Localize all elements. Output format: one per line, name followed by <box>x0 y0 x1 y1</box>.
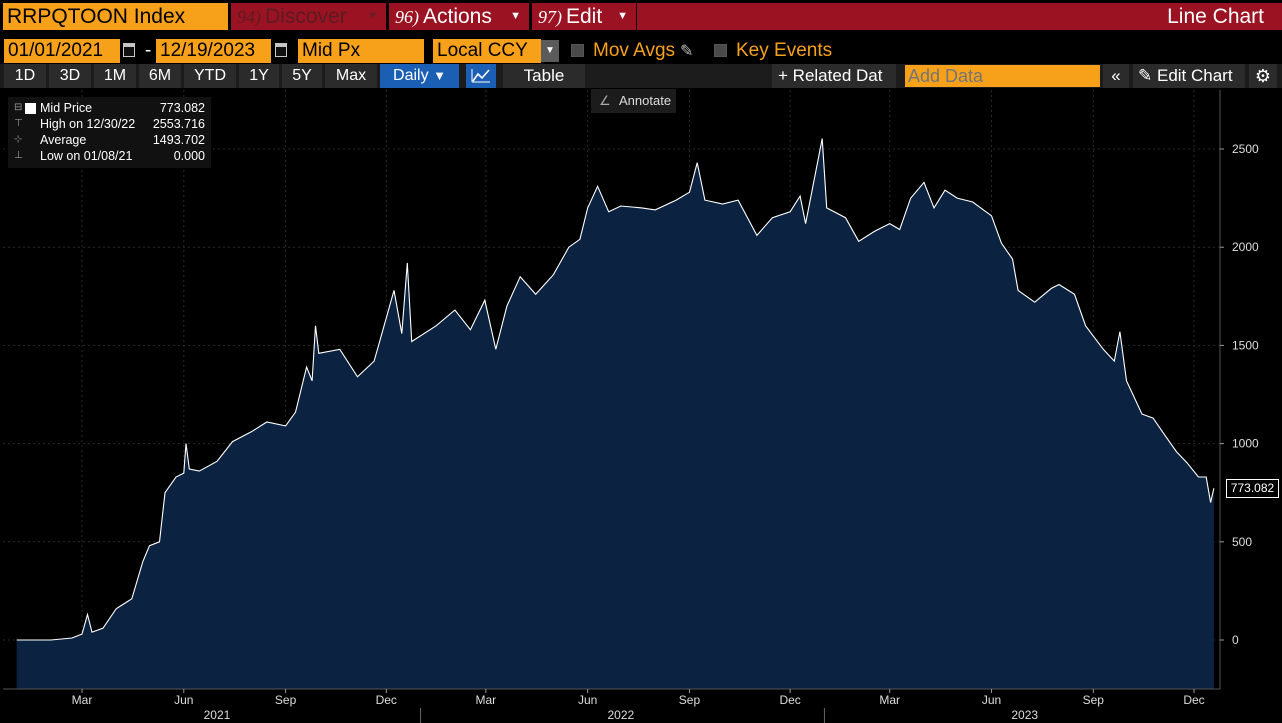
x-tick-label: Dec <box>1183 693 1204 707</box>
year-label: 2023 <box>1011 708 1038 722</box>
period-ytd[interactable]: YTD <box>184 64 236 88</box>
period-6m[interactable]: 6M <box>139 64 181 88</box>
edit-chart-label: Edit Chart <box>1156 66 1233 85</box>
legend-average-value: 1493.702 <box>152 133 205 147</box>
period-1y[interactable]: 1Y <box>239 64 279 88</box>
legend-series-label: Mid Price <box>40 101 93 115</box>
edit-menu[interactable]: 97) Edit ▼ <box>532 3 636 30</box>
high-marker-icon: ⊤ <box>14 118 23 129</box>
legend-row-average: ⊹ Average 1493.702 <box>8 132 211 148</box>
calendar-icon[interactable] <box>274 41 288 59</box>
y-tick-label: 2500 <box>1232 142 1259 156</box>
related-data-button[interactable]: + Related Dat <box>772 64 896 88</box>
add-data-input[interactable] <box>905 65 1100 87</box>
period-3d[interactable]: 3D <box>49 64 91 88</box>
chevron-down-icon: ▼ <box>367 10 378 22</box>
legend-average-label: Average <box>40 133 87 147</box>
year-label: 2022 <box>607 708 634 722</box>
start-date-field[interactable]: 01/01/2021 <box>4 39 120 63</box>
series-color-swatch <box>25 103 36 114</box>
chevron-down-icon: ▼ <box>617 10 628 22</box>
y-tick-label: 500 <box>1232 535 1252 549</box>
line-chart-icon[interactable] <box>466 64 496 88</box>
x-tick-label: Dec <box>376 693 397 707</box>
related-data-label: Related Dat <box>792 66 883 85</box>
x-tick-label: Mar <box>476 693 497 707</box>
legend-row-high: ⊤ High on 12/30/22 2553.716 <box>8 116 211 132</box>
currency-dropdown-icon[interactable]: ▼ <box>541 40 559 62</box>
legend-high-label: High on 12/30/22 <box>40 117 136 131</box>
annotate-button[interactable]: ∠ Annotate <box>591 89 676 113</box>
tree-collapse-icon[interactable]: ⊟ <box>14 102 23 113</box>
chart-type-title: Line Chart <box>637 3 1282 30</box>
end-date-field[interactable]: 12/19/2023 <box>156 39 271 63</box>
discover-menu-label: Discover <box>265 5 347 28</box>
x-tick-label: Sep <box>1083 693 1105 707</box>
legend-high-value: 2553.716 <box>152 117 205 131</box>
frequency-dropdown[interactable]: Daily ▼ <box>380 64 459 88</box>
x-tick-label: Mar <box>72 693 93 707</box>
frequency-label: Daily <box>393 67 429 84</box>
period-max[interactable]: Max <box>325 64 377 88</box>
x-tick-label: Jun <box>982 693 1001 707</box>
key-events-checkbox[interactable] <box>714 44 727 57</box>
calendar-icon[interactable] <box>122 41 136 59</box>
discover-menu[interactable]: 94) Discover ▼ <box>231 3 386 30</box>
period-1d[interactable]: 1D <box>4 64 46 88</box>
y-tick-label: 0 <box>1232 633 1239 647</box>
year-label: 2021 <box>204 708 231 722</box>
chevron-down-icon: ▼ <box>510 10 521 22</box>
y-tick-label: 1500 <box>1232 338 1259 352</box>
price-field-selector[interactable]: Mid Px <box>298 39 424 63</box>
pencil-icon[interactable]: ✎ <box>680 43 694 60</box>
edit-menu-number: 97) <box>538 7 562 27</box>
period-1m[interactable]: 1M <box>94 64 136 88</box>
series-line-mid-price <box>16 138 1215 641</box>
key-events-label[interactable]: Key Events <box>736 40 833 61</box>
legend-low-label: Low on 01/08/21 <box>40 149 133 163</box>
collapse-left-icon[interactable]: « <box>1103 64 1129 88</box>
chevron-down-icon: ▼ <box>433 68 446 83</box>
average-marker-icon: ⊹ <box>14 134 23 145</box>
date-range-dash: - <box>145 40 152 61</box>
actions-menu-number: 96) <box>395 7 419 27</box>
legend-row-series[interactable]: ⊟ Mid Price 773.082 <box>8 100 211 116</box>
last-price-tag: 773.082 <box>1226 479 1279 498</box>
annotate-pen-icon: ∠ <box>599 93 611 108</box>
mov-avgs-checkbox[interactable] <box>571 44 584 57</box>
x-tick-label: Jun <box>174 693 193 707</box>
discover-menu-number: 94) <box>237 7 261 27</box>
edit-chart-button[interactable]: ✎ Edit Chart <box>1133 64 1245 88</box>
low-marker-icon: ⊥ <box>14 150 23 161</box>
x-tick-label: Mar <box>879 693 900 707</box>
actions-menu[interactable]: 96) Actions ▼ <box>389 3 529 30</box>
pencil-icon: ✎ <box>1138 66 1153 85</box>
legend-row-low: ⊥ Low on 01/08/21 0.000 <box>8 148 211 164</box>
period-5y[interactable]: 5Y <box>282 64 322 88</box>
annotate-label: Annotate <box>619 93 672 108</box>
table-button[interactable]: Table <box>503 64 585 88</box>
plus-icon: + <box>778 66 788 85</box>
x-tick-label: Sep <box>679 693 701 707</box>
y-tick-label: 2000 <box>1232 240 1259 254</box>
gear-icon[interactable]: ⚙ <box>1249 64 1277 88</box>
x-tick-label: Dec <box>779 693 800 707</box>
mov-avgs-label[interactable]: Mov Avgs <box>593 40 676 61</box>
ticker-field[interactable]: RRPQTOON Index <box>3 3 228 30</box>
legend-box: ⊟ Mid Price 773.082 ⊤ High on 12/30/22 2… <box>8 97 211 168</box>
legend-low-value: 0.000 <box>173 149 205 163</box>
series-area-fill <box>16 138 1214 690</box>
x-tick-label: Jun <box>578 693 597 707</box>
currency-selector[interactable]: Local CCY <box>433 39 541 63</box>
actions-menu-label: Actions <box>423 5 492 28</box>
x-tick-label: Sep <box>275 693 297 707</box>
y-tick-label: 1000 <box>1232 437 1259 451</box>
legend-series-value: 773.082 <box>159 101 205 115</box>
edit-menu-label: Edit <box>566 5 603 28</box>
chart-type-label: Line Chart <box>1167 5 1264 28</box>
